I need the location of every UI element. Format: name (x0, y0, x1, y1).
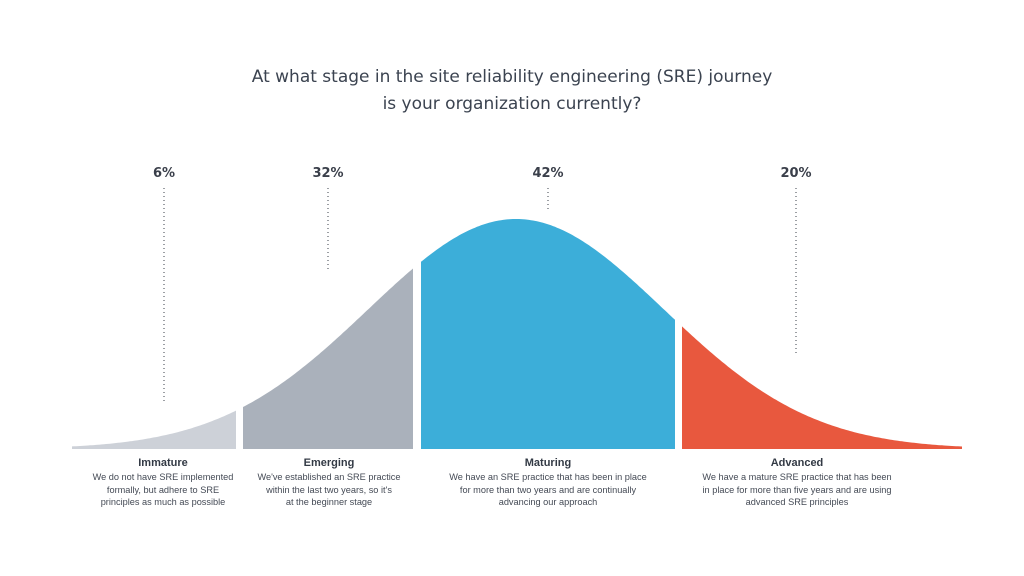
stage-name: Emerging (303, 457, 355, 469)
segment-immature (72, 410, 236, 449)
stage-immature: Immature We do not have SRE implemented … (78, 457, 248, 509)
chart-title: At what stage in the site reliability en… (0, 64, 1024, 118)
stage-name: Maturing (524, 457, 572, 469)
stage-maturing: Maturing We have an SRE practice that ha… (428, 457, 668, 509)
title-line-2: is your organization currently? (382, 94, 642, 114)
title-line-1: At what stage in the site reliability en… (251, 67, 773, 87)
percent-label-maturing: 42% (532, 166, 563, 181)
stage-description: We have an SRE practice that has been in… (449, 472, 647, 508)
percent-label-emerging: 32% (312, 166, 343, 181)
percent-label-immature: 6% (153, 166, 175, 181)
stage-name: Advanced (770, 457, 824, 469)
stage-description: We do not have SRE implemented formally,… (92, 472, 234, 508)
stage-description: We have a mature SRE practice that has b… (702, 472, 892, 508)
percent-label-advanced: 20% (780, 166, 811, 181)
segment-advanced (682, 326, 962, 449)
stage-description: We've established an SRE practice within… (257, 472, 401, 508)
segment-maturing (421, 219, 675, 449)
stage-emerging: Emerging We've established an SRE practi… (244, 457, 414, 509)
stage-advanced: Advanced We have a mature SRE practice t… (682, 457, 912, 509)
stage-name: Immature (138, 457, 188, 469)
segment-emerging (243, 268, 413, 449)
